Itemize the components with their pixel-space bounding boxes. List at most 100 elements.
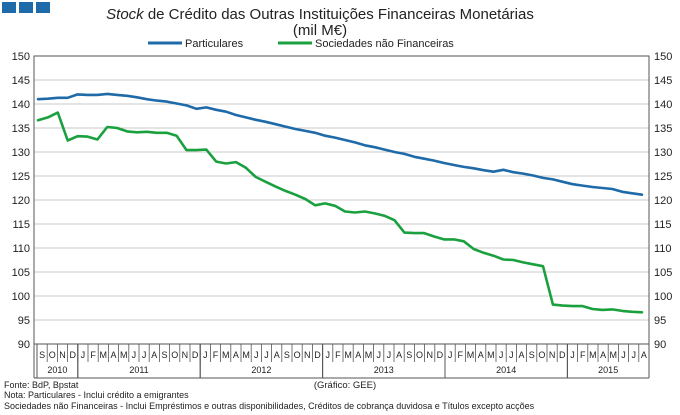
y-tick-label-right: 100 [654,291,672,303]
year-label: 2010 [47,365,67,375]
legend: Particulares Sociedades não Financeiras [148,38,454,50]
y-tick-label-right: 135 [654,123,672,135]
y-tick-label-left: 95 [18,315,30,327]
series-line-sociedades [36,111,644,314]
month-label: S [406,350,412,360]
month-label: A [600,350,606,360]
month-label: J [448,350,453,360]
y-tick-label-left: 130 [12,147,30,159]
y-tick-label-left: 125 [12,171,30,183]
y-tick-label-right: 95 [654,315,666,327]
month-label: M [344,350,352,360]
month-label: O [49,350,56,360]
month-label: J [631,350,636,360]
month-label: A [478,350,484,360]
month-label: O [171,350,178,360]
month-label: N [426,350,433,360]
year-label: 2012 [251,365,271,375]
month-label: J [264,350,269,360]
month-label: M [100,350,108,360]
month-label: A [396,350,402,360]
y-tick-label-left: 115 [12,219,30,231]
month-label: F [335,350,341,360]
month-label: J [570,350,575,360]
y-tick-label-right: 90 [654,339,666,351]
month-label: S [161,350,167,360]
y-tick-label-right: 140 [654,99,672,111]
month-label: A [518,350,524,360]
month-label: F [90,350,96,360]
month-label: S [39,350,45,360]
y-tick-label-right: 150 [654,51,672,63]
month-label: F [580,350,586,360]
month-label: J [499,350,504,360]
logo [2,2,50,13]
month-label: M [365,350,373,360]
month-label: M [222,350,230,360]
month-label: N [549,350,556,360]
year-label: 2015 [598,365,618,375]
chart-title-italic: Stock [106,6,145,23]
month-label: D [192,350,199,360]
month-label: A [151,350,157,360]
month-label: J [142,350,147,360]
y-tick-label-right: 115 [654,219,672,231]
month-label: S [529,350,535,360]
series-group [36,92,644,314]
month-label: O [416,350,423,360]
month-label: J [376,350,381,360]
y-tick-label-right: 120 [654,195,672,207]
month-label: F [213,350,219,360]
y-tick-label-left: 135 [12,123,30,135]
month-label: A [274,350,280,360]
chart-credit: (Gráfico: GEE) [314,380,376,391]
year-label: 2011 [129,365,148,375]
year-label: 2014 [496,365,516,375]
month-label: M [487,350,495,360]
plot-frame [33,55,650,345]
gridlines [34,79,649,321]
month-label: A [641,350,647,360]
y-tick-label-right: 105 [654,267,672,279]
month-label: D [437,350,444,360]
month-label: M [120,350,128,360]
month-label: J [81,350,86,360]
month-label: M [589,350,597,360]
month-label: J [621,350,626,360]
source-note: Fonte: BdP, Bpstat [4,380,79,390]
logo-square [2,2,16,13]
month-label: D [314,350,321,360]
month-label: A [110,350,116,360]
month-label: J [387,350,392,360]
y-tick-label-left: 145 [12,75,30,87]
y-tick-label-left: 105 [12,267,30,279]
chart-title: Stock de Crédito das Outras Instituições… [106,6,534,23]
y-tick-label-right: 125 [654,171,672,183]
month-label: O [294,350,301,360]
month-label: J [325,350,330,360]
legend-label-particulares: Particulares [185,38,244,50]
month-label: J [509,350,514,360]
y-tick-label-left: 110 [12,243,30,255]
y-tick-label-left: 140 [12,99,30,111]
month-label: J [254,350,259,360]
y-tick-label-left: 100 [12,291,30,303]
year-label: 2013 [374,365,394,375]
chart-title-rest: de Crédito das Outras Instituições Finan… [144,6,534,23]
y-tick-label-right: 130 [654,147,672,159]
y-axis-right: 90 95 100 105 110 115 120 125 130 135 140 145 150 [654,51,672,351]
month-label: N [59,350,66,360]
y-tick-label-left: 150 [12,51,30,63]
month-label: D [559,350,566,360]
month-label: J [132,350,137,360]
month-label: S [284,350,290,360]
y-axis-left: 90 95 100 105 110 115 120 125 130 135 140 145 150 [12,51,30,351]
month-label: O [538,350,545,360]
month-label: M [467,350,475,360]
month-label: N [182,350,189,360]
logo-square [19,2,33,13]
month-label: J [203,350,208,360]
month-label: M [242,350,250,360]
